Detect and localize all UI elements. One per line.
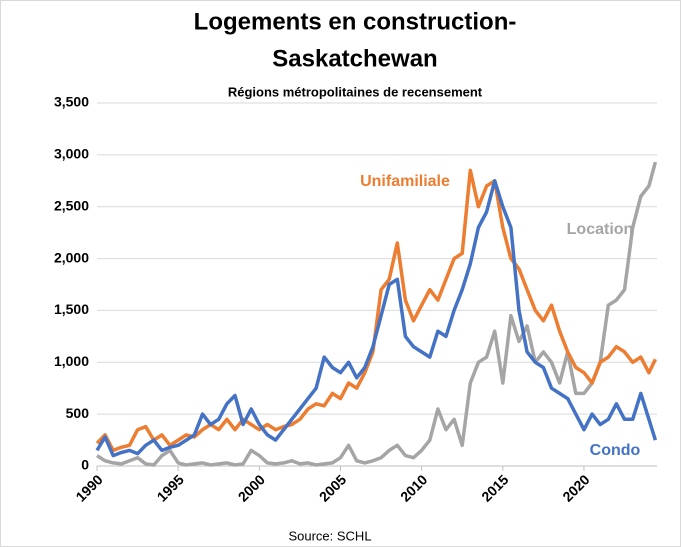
y-tick-label: 3,000 (54, 146, 89, 162)
y-tick-label: 500 (66, 405, 90, 421)
chart-title: Saskatchewan (272, 45, 437, 72)
y-tick-label: 0 (81, 457, 89, 473)
y-tick-label: 1,500 (54, 301, 89, 317)
y-tick-label: 2,500 (54, 197, 89, 213)
series-label: Unifamiliale (360, 173, 450, 190)
series-line (95, 179, 658, 458)
y-tick-label: 1,000 (54, 353, 89, 369)
y-tick-label: 2,000 (54, 249, 89, 265)
source: Source: SCHL (288, 528, 371, 543)
chart-title: Logements en construction- (194, 8, 517, 35)
chart-subtitle: Régions métropolitaines de recensement (228, 84, 483, 99)
series-label: Condo (590, 442, 641, 459)
series-line (96, 161, 658, 467)
y-tick-label: 3,500 (54, 94, 89, 110)
series-label: Location (567, 221, 634, 238)
